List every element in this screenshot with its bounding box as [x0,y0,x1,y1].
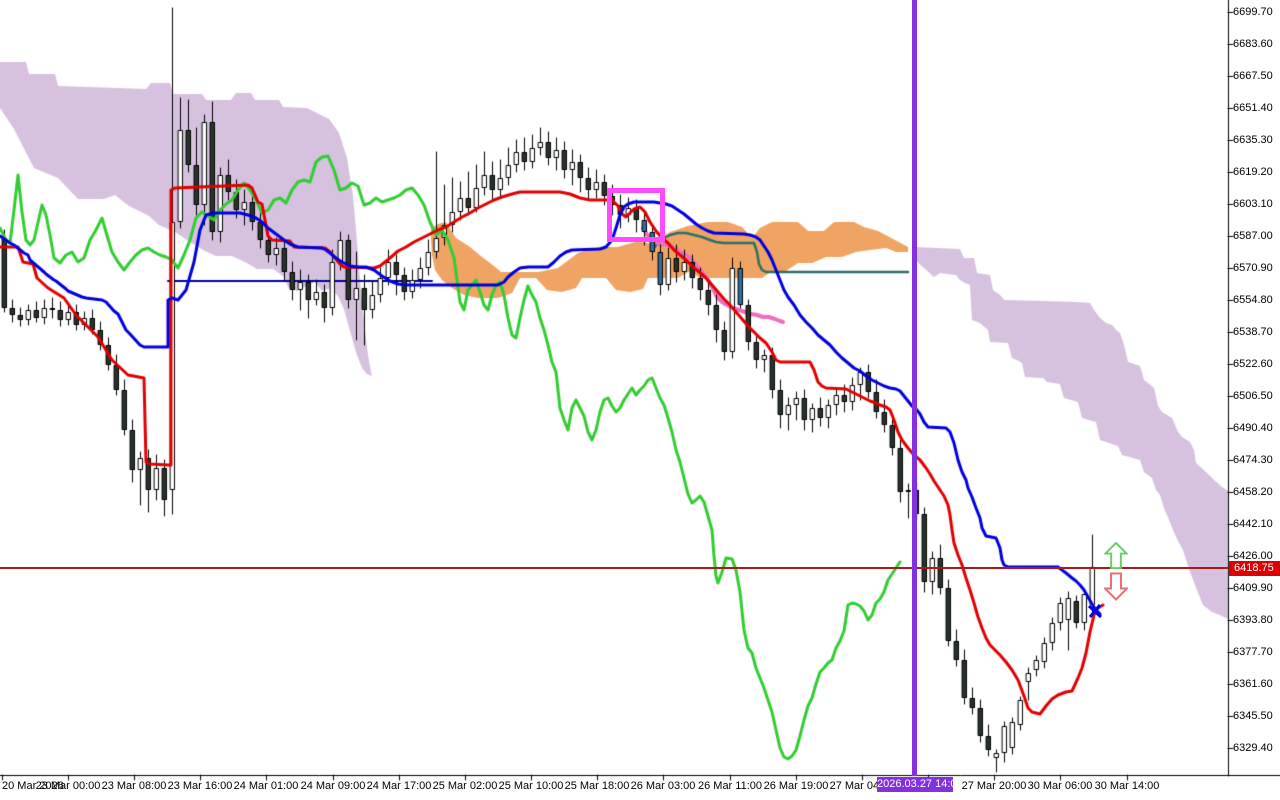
time-label: 25 Mar 18:00 [564,780,630,792]
time-label: 26 Mar 19:00 [763,780,829,792]
price-label: 6393.80 [1233,614,1273,626]
price-label: 6426.00 [1233,550,1273,562]
time-label: 23 Mar 00:00 [35,780,101,792]
price-label: 6683.60 [1233,38,1273,50]
time-label: 30 Mar 14:00 [1094,780,1160,792]
current-time-badge: 2026.03.27 14:00 [877,777,963,792]
price-label: 6570.90 [1233,262,1273,274]
price-label: 6699.70 [1233,6,1273,18]
vertical-time-line[interactable] [912,0,917,776]
bid-price-line[interactable] [0,567,1228,569]
current-price-badge: 6418.75 [1229,561,1280,576]
time-label: 26 Mar 03:00 [630,780,696,792]
price-label: 6361.60 [1233,678,1273,690]
time-label: 25 Mar 02:00 [432,780,498,792]
x-marker-icon[interactable] [1087,603,1103,619]
time-label: 26 Mar 11:00 [697,780,762,792]
price-label: 6345.50 [1233,710,1273,722]
price-label: 6442.10 [1233,518,1273,530]
price-label: 6651.40 [1233,102,1273,114]
price-label: 6635.30 [1233,134,1273,146]
price-label: 6587.00 [1233,230,1273,242]
arrow-down-icon[interactable] [1104,572,1128,601]
price-label: 6538.70 [1233,326,1273,338]
time-label: 24 Mar 01:00 [233,780,299,792]
price-label: 6506.50 [1233,390,1273,402]
price-label: 6619.20 [1233,166,1273,178]
price-label: 6329.40 [1233,742,1273,754]
time-label: 30 Mar 06:00 [1027,780,1093,792]
time-label: 25 Mar 10:00 [498,780,564,792]
price-label: 6603.10 [1233,198,1273,210]
selection-rectangle[interactable] [607,188,665,242]
time-label: 24 Mar 17:00 [366,780,432,792]
price-label: 6490.40 [1233,422,1273,434]
time-label: 23 Mar 08:00 [101,780,167,792]
price-label: 6474.30 [1233,454,1273,466]
price-label: 6377.70 [1233,646,1273,658]
price-label: 6667.50 [1233,70,1273,82]
time-label: 23 Mar 16:00 [167,780,233,792]
time-label: 20 Mar 2026 [2,780,64,792]
price-label: 6554.80 [1233,294,1273,306]
time-label: 27 Mar 20:00 [961,780,1027,792]
price-label: 6522.60 [1233,358,1273,370]
time-label: 24 Mar 09:00 [300,780,366,792]
arrow-up-icon[interactable] [1104,542,1128,569]
price-label: 6409.90 [1233,582,1273,594]
price-label: 6458.20 [1233,486,1273,498]
